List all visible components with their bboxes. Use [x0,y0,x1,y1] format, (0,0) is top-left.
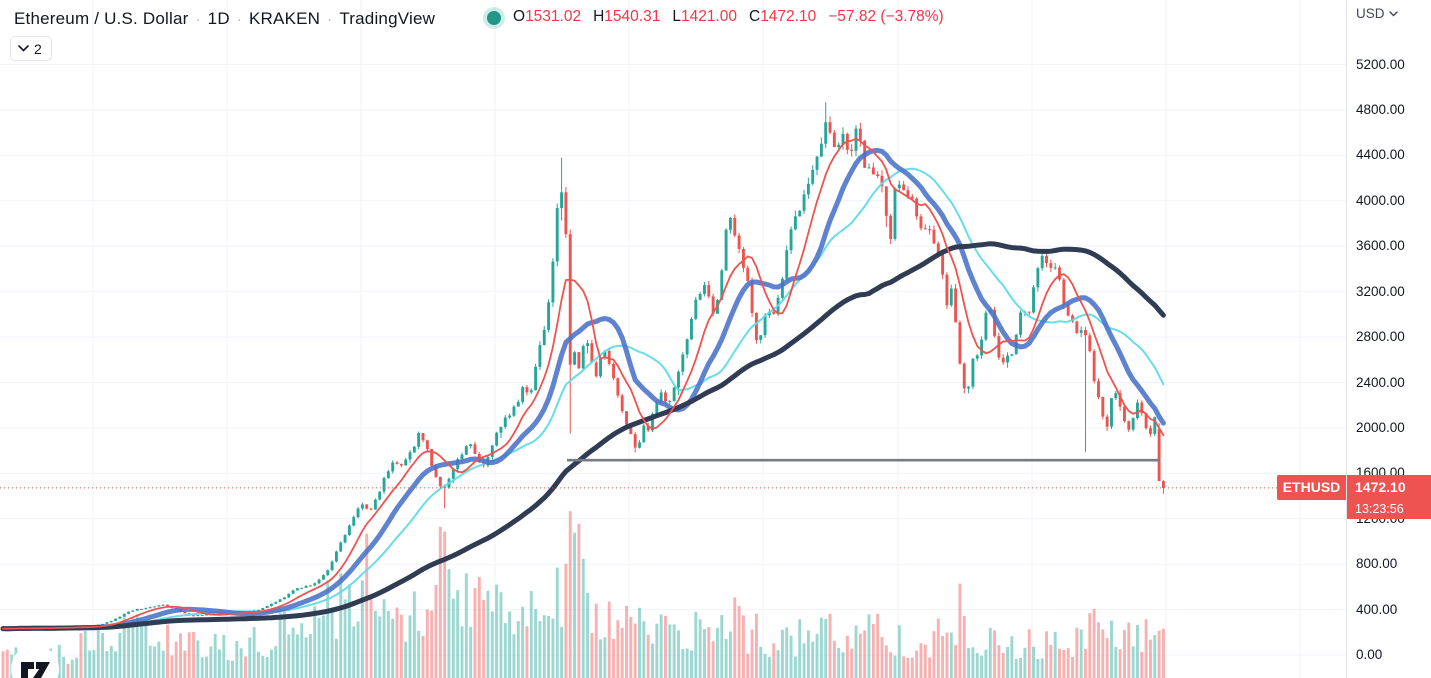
bar-countdown: 13:23:56 [1347,499,1431,519]
title-separator: · [327,10,333,28]
price-tick-label: 2800.00 [1356,329,1405,345]
grid-layer [0,0,1346,678]
last-price-value: 1472.10 [1355,479,1406,496]
platform-label[interactable]: TradingView [339,9,436,28]
symbol-price-tag-text: ETHUSD [1282,479,1341,496]
price-tick-label: 3600.00 [1356,238,1405,254]
indicators-collapse-button[interactable]: 2 [10,36,52,61]
price-tick-label: 3200.00 [1356,283,1405,299]
interval-label[interactable]: 1D [207,9,230,28]
symbol-title-row[interactable]: Ethereum / U.S. Dollar · 1D · KRAKEN · T… [14,7,435,31]
title-separator: · [236,10,243,28]
change-value: −57.82 (−3.78%) [828,8,944,25]
price-tick-label: 5200.00 [1356,56,1405,72]
ma-blue[interactable] [0,147,1166,632]
currency-label: USD [1356,6,1385,21]
indicators-count: 2 [34,40,42,57]
chevron-down-icon [1388,10,1398,16]
close-label: C [748,8,761,25]
ma-slow-dark[interactable] [0,241,1166,632]
bar-countdown-value: 13:23:56 [1355,502,1404,517]
last-price-label: 1472.10 [1347,474,1431,500]
symbol-price-tag: ETHUSD [1277,474,1346,500]
price-tick-label: 0.00 [1356,647,1383,662]
symbol-title[interactable]: Ethereum / U.S. Dollar [14,9,189,28]
price-tick-label: 4800.00 [1356,102,1405,117]
price-tick-label: 4400.00 [1356,147,1405,163]
tradingview-logo[interactable] [9,643,61,678]
ohlc-readout: O1531.02 H1540.31 L1421.00 C1472.10 −57.… [513,8,944,26]
low-label: L [672,8,681,25]
price-axis[interactable]: USD 5200.00 4800.00 4400.00 4000.00 3600.00 3… [1346,0,1431,678]
candlestick-layer [1,102,1165,630]
price-tick-label: 400.00 [1356,601,1398,617]
low-value: 1421.00 [680,8,737,25]
high-value: 1540.31 [604,8,661,25]
ma-fast-red[interactable] [2,137,1165,630]
close-value: 1472.10 [760,8,817,25]
currency-selector[interactable]: USD [1356,6,1398,21]
chevron-down-icon [18,45,29,52]
status-dot-core [487,11,501,25]
ma-cyan[interactable] [2,167,1165,630]
open-label: O [513,8,526,25]
price-chart[interactable] [0,0,1346,678]
title-separator: · [195,10,201,28]
price-tick-label: 800.00 [1356,556,1398,572]
open-value: 1531.02 [525,8,582,25]
price-tick-label: 4000.00 [1356,192,1405,208]
price-tick-label: 2000.00 [1356,419,1405,435]
market-status-dot-icon[interactable] [483,7,505,29]
exchange-label[interactable]: KRAKEN [249,9,321,28]
high-label: H [593,8,605,25]
volume-layer [1,511,1165,678]
price-tick-label: 2400.00 [1356,374,1405,390]
